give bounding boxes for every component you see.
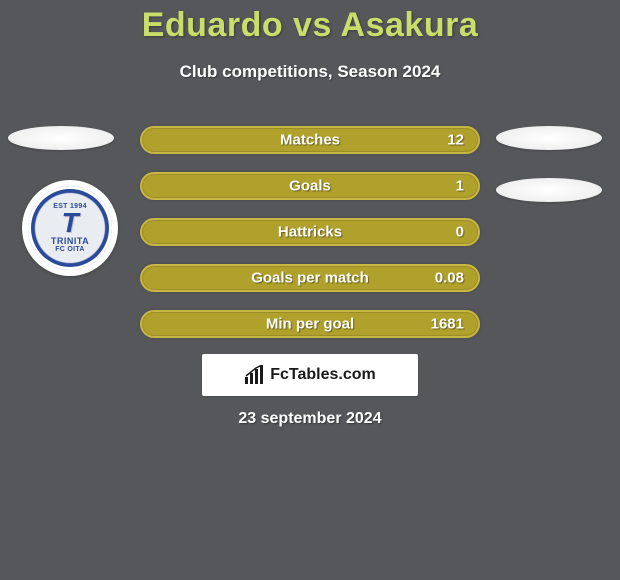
- fctables-logo-box: FcTables.com: [202, 354, 418, 396]
- chart-icon: [244, 365, 264, 385]
- club-badge-bottom-text: TRINITA: [51, 236, 89, 246]
- stat-value-right: 12: [447, 132, 464, 149]
- club-badge-inner: EST 1994 T TRINITA FC OITA: [28, 186, 112, 270]
- stat-value-right: 1681: [431, 316, 464, 333]
- club-badge-sub-text: FC OITA: [55, 246, 85, 253]
- stat-bar-goals: Goals 1: [140, 172, 480, 200]
- infographic-canvas: Eduardo vs Asakura Club competitions, Se…: [0, 0, 620, 580]
- page-title: Eduardo vs Asakura: [0, 6, 620, 45]
- left-player-oval: [8, 126, 114, 150]
- right-player-oval-1: [496, 126, 602, 150]
- club-badge: EST 1994 T TRINITA FC OITA: [22, 180, 118, 276]
- stat-value-right: 0: [456, 224, 464, 241]
- stat-bar-hattricks: Hattricks 0: [140, 218, 480, 246]
- club-badge-main-text: T: [61, 210, 78, 235]
- stat-bar-goals-per-match: Goals per match 0.08: [140, 264, 480, 292]
- date-text: 23 september 2024: [0, 410, 620, 428]
- right-player-oval-2: [496, 178, 602, 202]
- stat-label: Min per goal: [266, 316, 354, 333]
- stat-value-right: 0.08: [435, 270, 464, 287]
- stat-label: Matches: [280, 132, 340, 149]
- stat-label: Hattricks: [278, 224, 342, 241]
- stat-label: Goals: [289, 178, 331, 195]
- stat-bar-matches: Matches 12: [140, 126, 480, 154]
- fctables-logo-text: FcTables.com: [270, 366, 376, 384]
- stat-label: Goals per match: [251, 270, 369, 287]
- stat-value-right: 1: [456, 178, 464, 195]
- stat-bar-min-per-goal: Min per goal 1681: [140, 310, 480, 338]
- page-subtitle: Club competitions, Season 2024: [0, 62, 620, 82]
